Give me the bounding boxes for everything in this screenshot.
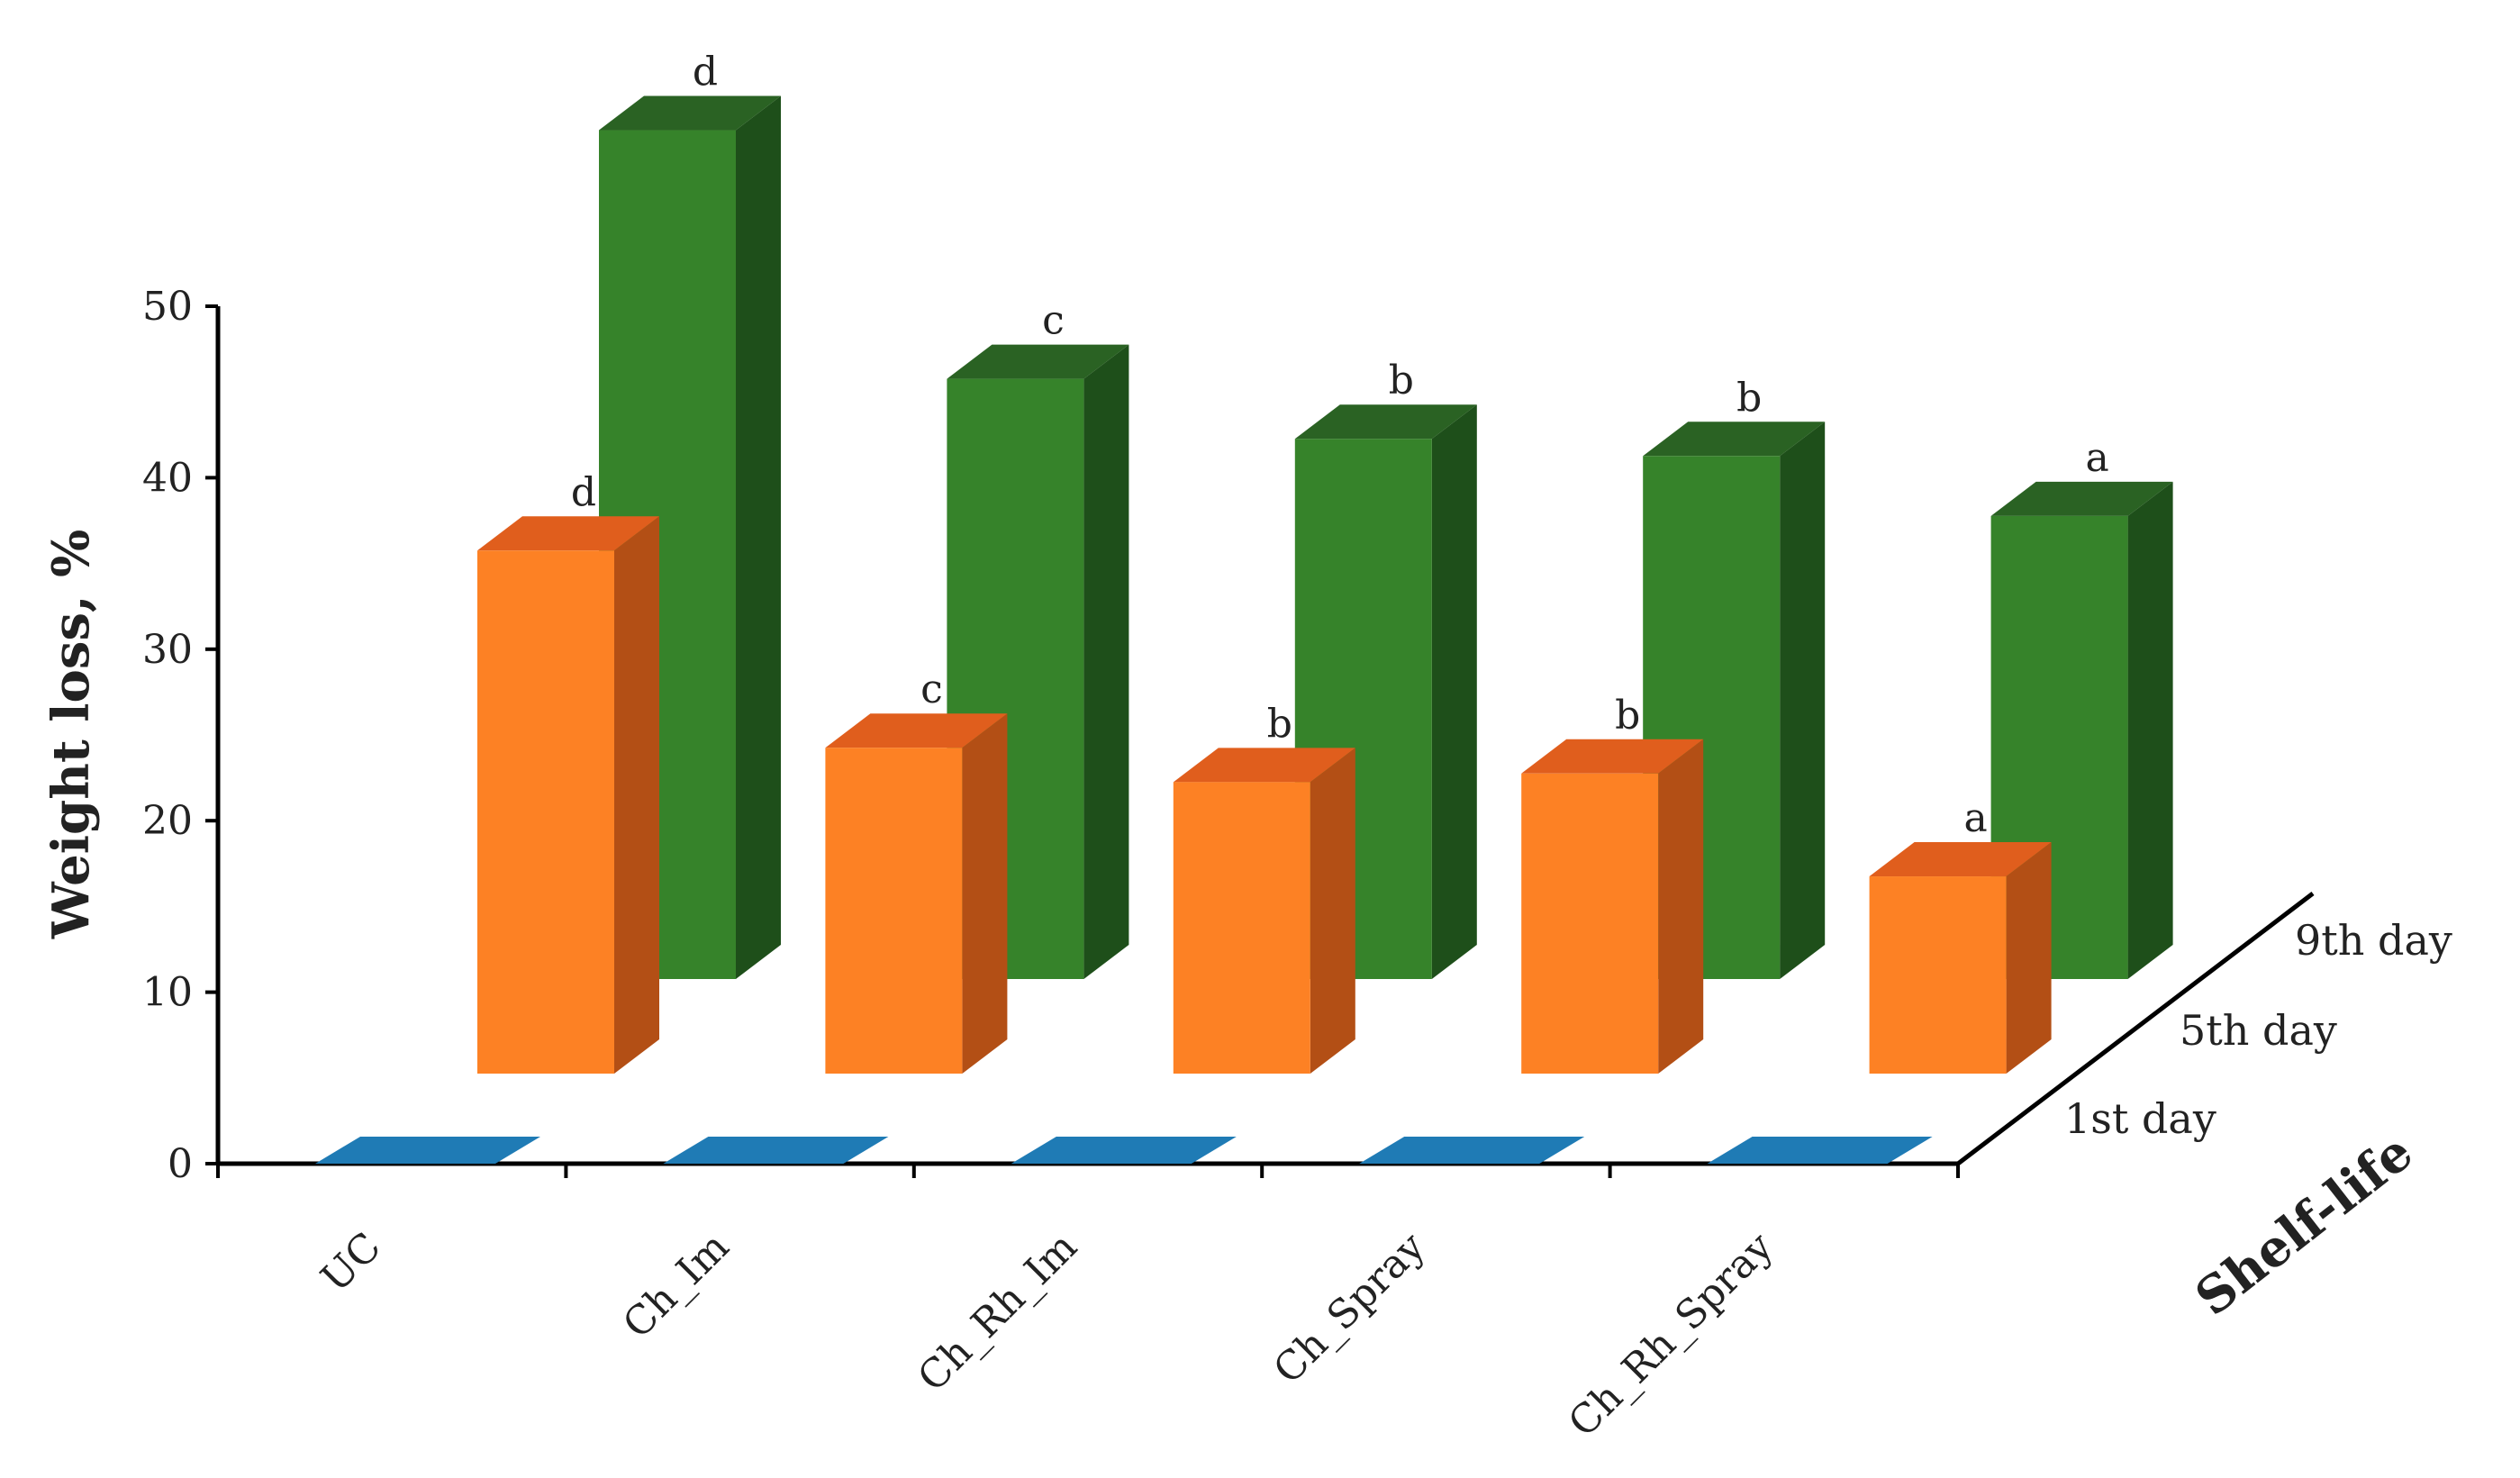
- y-tick-label: 0: [168, 1141, 193, 1187]
- bar-side: [1658, 739, 1704, 1074]
- x-ticks: UC Ch_Im Ch_Rh_Im Ch_Spray Ch_Rh_Spray: [216, 1164, 1960, 1446]
- bar-top: [599, 95, 781, 131]
- series-label: 9th day: [2295, 916, 2452, 965]
- y-axis-label: Weight loss, %: [41, 530, 101, 939]
- series-label: 1st day: [2064, 1094, 2216, 1143]
- bar-top: [1990, 481, 2173, 516]
- significance-letter: b: [1615, 693, 1640, 739]
- bar-side: [1083, 344, 1129, 980]
- y-ticks: 0 10 20 30 40 50: [142, 284, 218, 1187]
- bar-tile: [1707, 1137, 1933, 1164]
- bars: [315, 95, 2173, 1164]
- labels: d c b b a d c b b a 1st day 5th day 9th day: [571, 50, 2452, 1143]
- bar-top: [1521, 739, 1704, 774]
- bar: [477, 516, 659, 1074]
- bar-front: [1521, 773, 1659, 1074]
- y-tick-label: 10: [142, 970, 193, 1016]
- bar: [1869, 842, 2052, 1074]
- series-label: 5th day: [2180, 1006, 2337, 1055]
- depth-axis-line: [1956, 892, 2315, 1165]
- significance-letter: a: [2085, 435, 2108, 481]
- significance-letter: a: [1963, 795, 1987, 841]
- y-tick-label: 30: [142, 627, 193, 673]
- bar-side: [614, 516, 659, 1074]
- bar: [825, 713, 1008, 1074]
- bar-tile: [663, 1137, 889, 1164]
- x-category-label: Ch_Rh_Im: [910, 1224, 1086, 1401]
- bar-front: [477, 550, 614, 1074]
- bar-top: [947, 344, 1129, 379]
- x-category-label: Ch_Rh_Spray: [1560, 1224, 1782, 1446]
- bar-front: [825, 748, 963, 1074]
- bar-side: [1310, 748, 1355, 1074]
- bar-side: [962, 713, 1008, 1074]
- x-category-label: Ch_Im: [614, 1224, 738, 1347]
- x-category-label: Ch_Spray: [1265, 1224, 1434, 1393]
- bar-top: [477, 516, 659, 551]
- significance-letter: b: [1267, 701, 1292, 747]
- y-tick-label: 20: [142, 798, 193, 844]
- bar: [1173, 748, 1355, 1074]
- y-tick-label: 40: [142, 455, 193, 501]
- bar-side: [2006, 842, 2052, 1074]
- bar-side: [736, 95, 781, 979]
- significance-letter: c: [1042, 298, 1065, 344]
- bar-top: [1294, 404, 1477, 440]
- significance-letter: d: [693, 50, 718, 95]
- bar-tile: [1011, 1137, 1237, 1164]
- bar-top: [1173, 748, 1355, 783]
- bar: [1521, 739, 1704, 1074]
- bar-tile: [1359, 1137, 1585, 1164]
- bar-top: [1643, 422, 1826, 457]
- bar: [947, 344, 1129, 980]
- significance-letter: c: [920, 666, 943, 712]
- bar-side: [1431, 404, 1477, 979]
- x-category-label: UC: [313, 1224, 390, 1301]
- bar-front: [1869, 876, 2007, 1074]
- bar-tile: [315, 1137, 540, 1164]
- significance-letter: b: [1736, 375, 1762, 421]
- bar-front: [1173, 782, 1310, 1074]
- bar-top: [1869, 842, 2052, 877]
- depth-axis-title: Shelf-life: [2184, 1122, 2424, 1328]
- bar: [1294, 404, 1477, 979]
- significance-letter: d: [571, 469, 596, 515]
- significance-letter: b: [1389, 358, 1414, 404]
- y-tick-label: 50: [142, 284, 193, 330]
- bar-top: [825, 713, 1008, 748]
- bar-side: [2127, 481, 2173, 979]
- bar-side: [1780, 422, 1826, 979]
